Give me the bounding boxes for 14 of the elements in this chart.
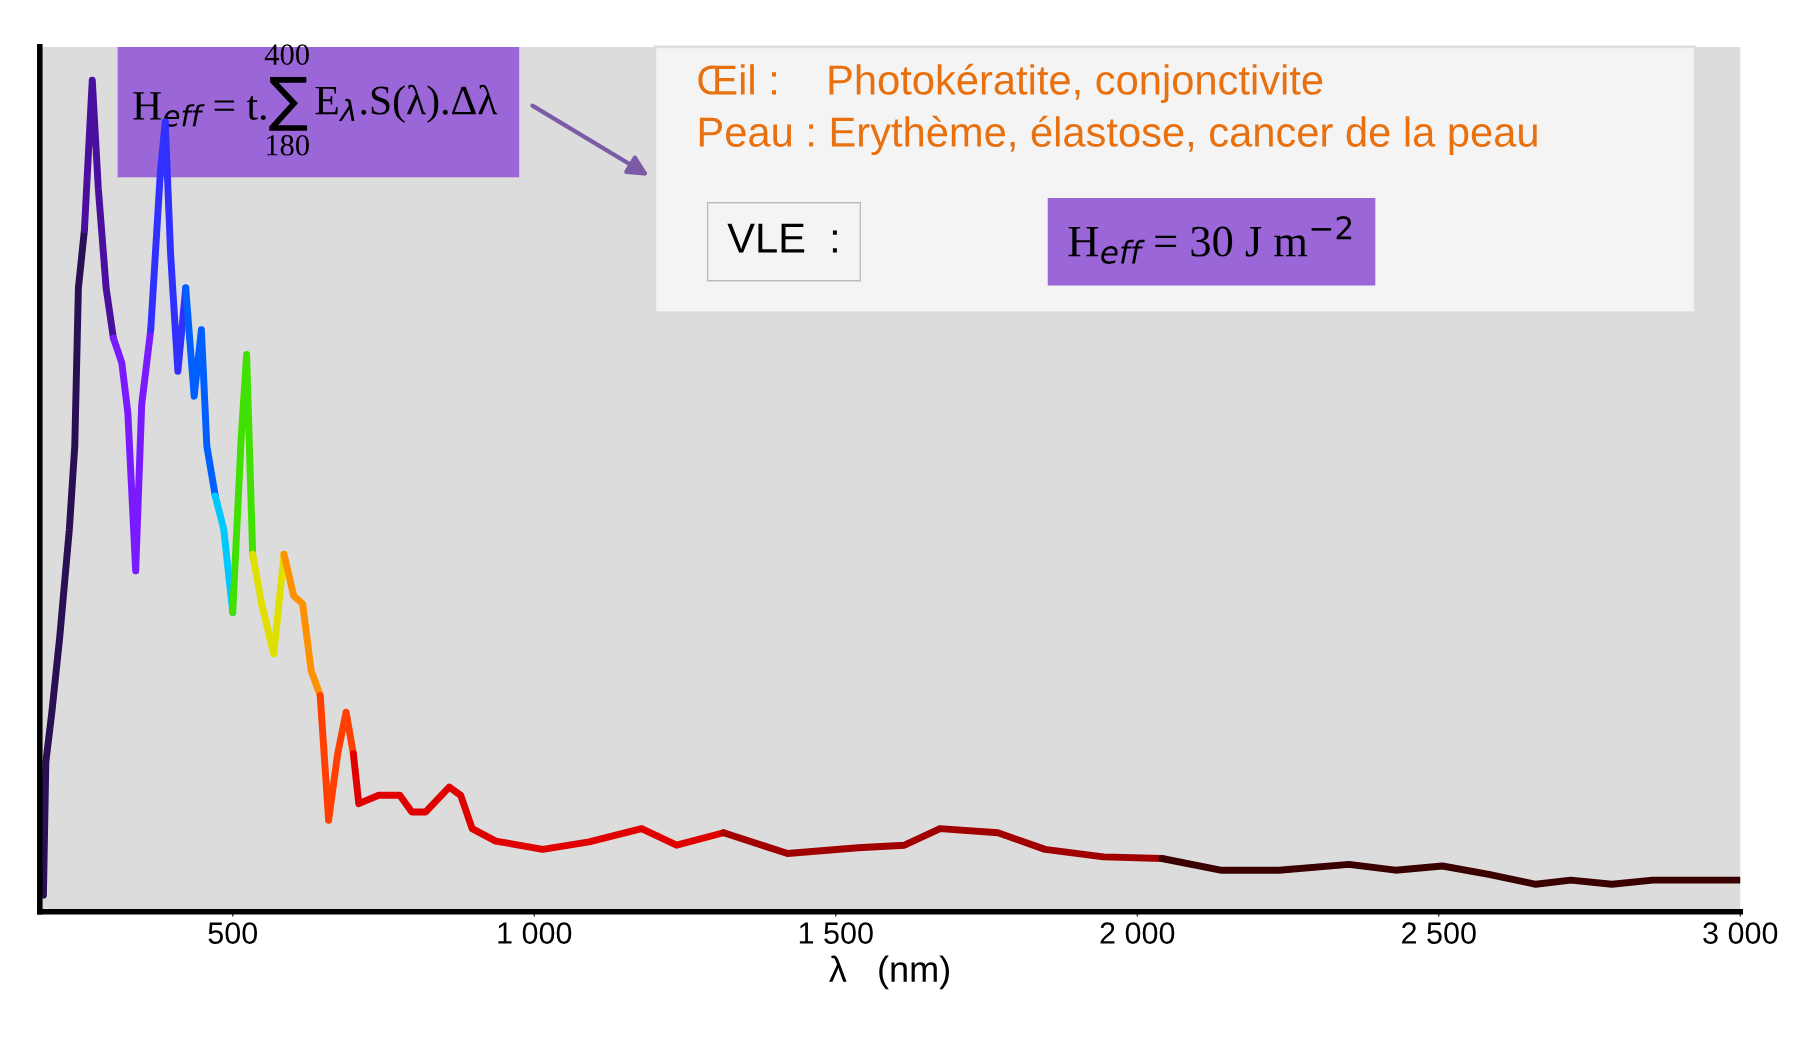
annotation: 180 xyxy=(266,134,309,156)
x-tick-label: 1 000 xyxy=(498,922,572,944)
annotation: H$_{eff}$ = 30 J m$^{−2}$ xyxy=(1068,216,1352,264)
annotation: Œil : Photokératite, conjonctivite xyxy=(698,63,1323,104)
x-tick-label: 2 500 xyxy=(1402,922,1476,944)
x-tick-label: 2 000 xyxy=(1100,922,1175,944)
x-tick-label: 3 000 xyxy=(1703,922,1778,944)
text: 400 xyxy=(264,44,309,65)
x-tick-label: 500 xyxy=(208,922,258,944)
x-axis-title: λ (nm) xyxy=(829,955,949,990)
x-tick-label: 1 500 xyxy=(799,922,873,944)
annotation: VLE : xyxy=(727,223,837,253)
annotation: E$_{λ}$.S(λ).Δλ xyxy=(315,84,498,124)
annotation: Peau : Erythème, élastose, cancer de la peau xyxy=(699,115,1537,156)
